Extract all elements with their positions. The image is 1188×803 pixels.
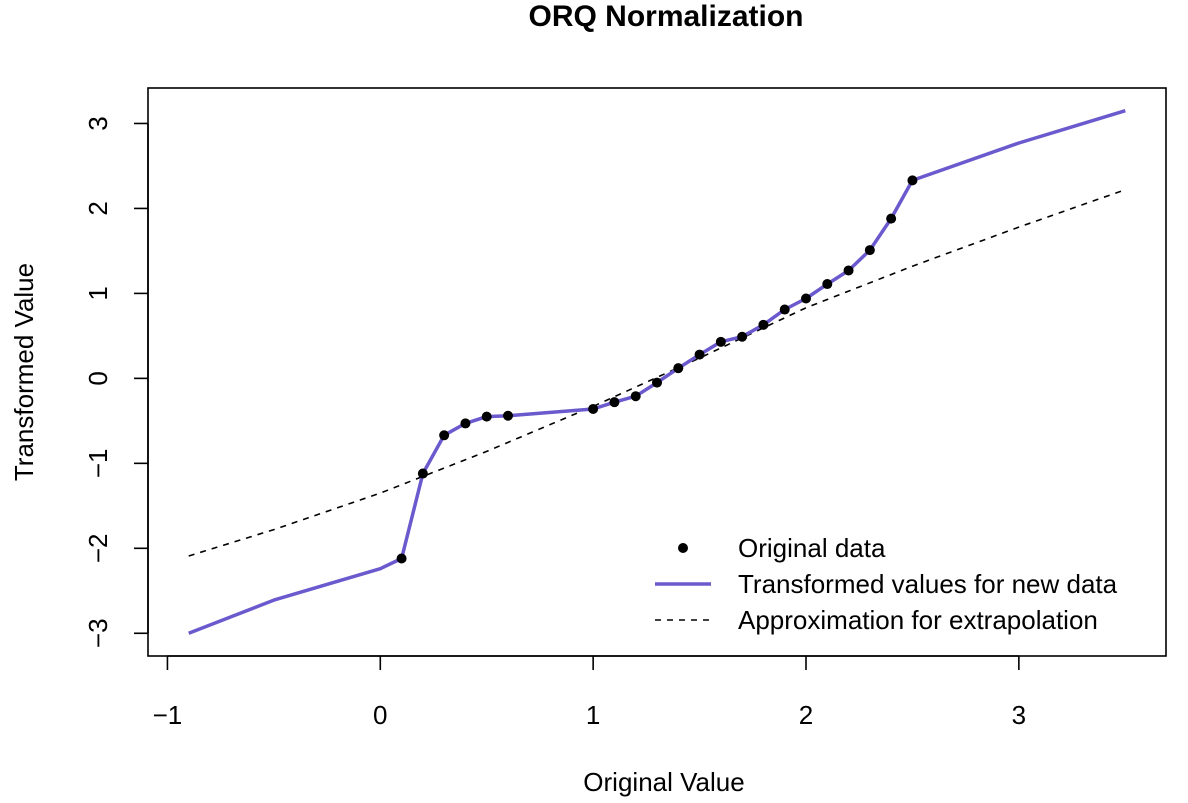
data-point <box>503 410 514 421</box>
data-point <box>609 397 620 408</box>
plot-area <box>188 109 1126 635</box>
data-point <box>460 418 471 429</box>
y-axis-label: Transformed Value <box>9 263 39 481</box>
data-point <box>886 213 897 224</box>
legend-label: Original data <box>738 533 886 563</box>
legend-label: Transformed values for new data <box>738 569 1118 599</box>
data-point <box>907 175 918 186</box>
data-point <box>396 553 407 564</box>
data-point <box>481 411 492 422</box>
chart-title: ORQ Normalization <box>528 0 803 33</box>
y-tick-label: 2 <box>83 201 113 215</box>
x-tick-label: 2 <box>799 700 813 730</box>
x-tick-label: 1 <box>586 700 600 730</box>
y-axis: −3 −2 −1 0 1 2 3 <box>83 116 149 648</box>
y-tick-label: −1 <box>83 449 113 479</box>
x-tick-label: −1 <box>153 700 183 730</box>
legend-symbol-points <box>678 543 688 553</box>
approximation-line <box>188 188 1126 557</box>
y-tick-label: 3 <box>83 116 113 130</box>
data-point <box>800 293 811 304</box>
y-tick-label: −2 <box>83 533 113 563</box>
data-point <box>822 279 833 290</box>
data-point <box>779 304 790 315</box>
data-point <box>864 245 875 256</box>
data-point <box>715 336 726 347</box>
x-axis: −1 0 1 2 3 <box>153 655 1026 730</box>
legend: Original data Transformed values for new … <box>655 533 1118 635</box>
y-tick-label: 0 <box>83 371 113 385</box>
transformed-line <box>188 109 1126 635</box>
x-tick-label: 0 <box>373 700 387 730</box>
data-point <box>843 265 854 276</box>
y-tick-label: 1 <box>83 286 113 300</box>
data-point <box>630 391 641 402</box>
data-point <box>652 377 662 388</box>
data-point <box>439 430 450 441</box>
data-point <box>758 319 769 330</box>
y-tick-label: −3 <box>83 618 113 648</box>
data-point <box>417 468 428 479</box>
data-point <box>588 403 599 414</box>
x-axis-label: Original Value <box>583 767 744 797</box>
data-point <box>694 349 705 360</box>
data-point <box>737 331 748 342</box>
legend-label: Approximation for extrapolation <box>738 605 1098 635</box>
x-tick-label: 3 <box>1012 700 1026 730</box>
data-point <box>673 363 684 374</box>
